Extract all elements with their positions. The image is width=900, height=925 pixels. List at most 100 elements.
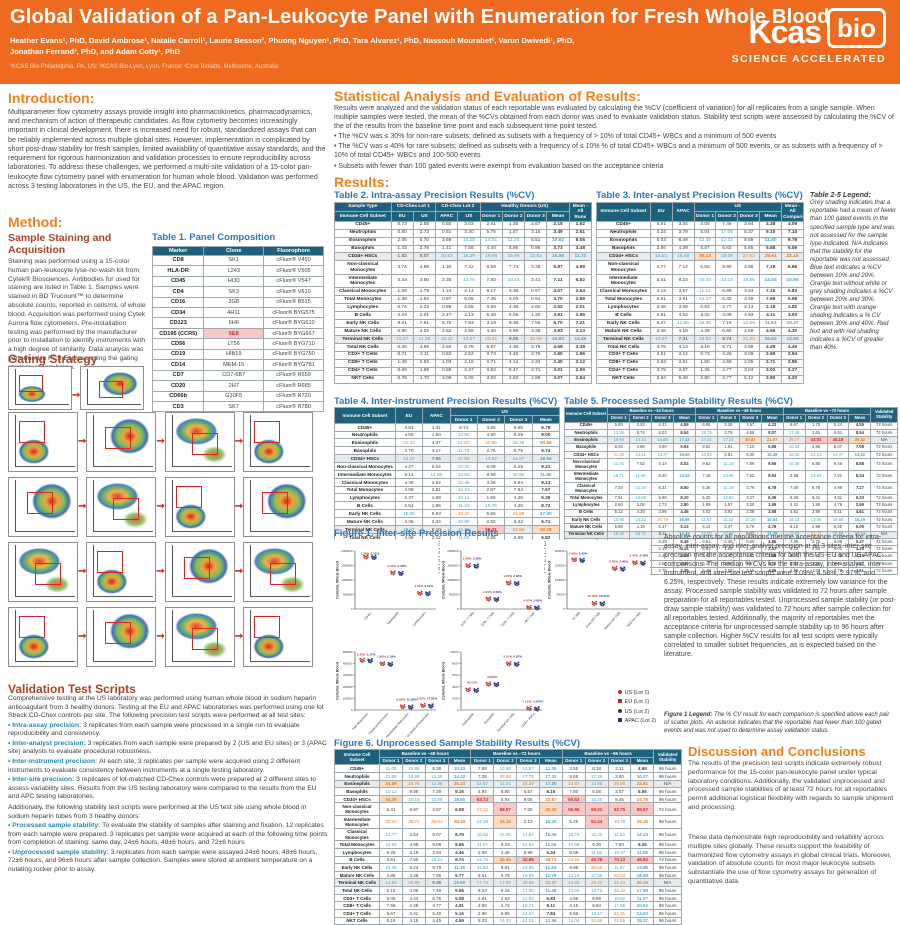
figure1-panel-4: 0 100000 200000 300000 400000 500000 Cells/mL … (334, 641, 440, 740)
value-cell: 5.09 (457, 374, 481, 384)
value-cell: 0.71 (390, 350, 414, 360)
density-blob (95, 417, 152, 465)
subset-cell: CD45 (151, 275, 205, 288)
table-row: Intermediate Monocytes 18.71 11.66 8.40 12.9… (563, 470, 898, 484)
value-cell: 3.93 (546, 326, 570, 336)
plot-axes (250, 610, 311, 662)
gating-plot (243, 607, 314, 667)
value-cell: 1.57 (501, 228, 526, 238)
subset-cell: Eosinophils (334, 438, 396, 448)
value-cell: 5.08 (476, 462, 506, 471)
page-title: Global Validation of a Pan-Leukocyte Pan… (10, 6, 830, 28)
gating-plot (86, 607, 157, 667)
value-cell: 4.95 (630, 764, 655, 773)
table-row: CD45+ 3.83 1.31 9.74 3.65 6.95 6.78 (334, 422, 561, 432)
svg-text:Basophils: Basophils (483, 712, 495, 725)
value-cell: 13.27 (693, 295, 717, 304)
value-cell: 6.15 (539, 787, 563, 796)
column-header: Immune Cell Subset (563, 407, 609, 423)
table-row: Basophils 8.06 4.86 4.90 5.94 8.62 1.91 7.10 5.8… (563, 443, 898, 452)
value-cell: 8.17 (479, 287, 503, 297)
value-cell: 4.58 (715, 358, 739, 368)
svg-text:Cells/mL Whole Blood: Cells/mL Whole Blood (442, 561, 446, 599)
value-cell: 17.20 (531, 509, 561, 519)
gate-region (97, 551, 124, 574)
column-header: Donor 2 (629, 414, 653, 423)
subset-cell: Non-classical Monocytes (334, 462, 396, 471)
value-cell: 9.46 (826, 458, 850, 472)
value-cell: 21.37 (539, 878, 563, 888)
value-cell: 28.19 (447, 815, 472, 829)
value-cell: 5.94 (673, 443, 696, 452)
value-cell: 22.10 (781, 252, 804, 262)
value-cell: cFluor® V505 (263, 265, 324, 277)
value-cell: 7.06 (782, 482, 806, 496)
svg-text:2000000: 2000000 (341, 549, 353, 553)
value-cell: 15.20 (584, 794, 609, 804)
method-heading: Method: (8, 214, 63, 230)
value-cell: 2.47 (716, 523, 740, 532)
value-cell: 9.23 (671, 273, 695, 289)
table6-title: Figure 6. Unprocessed Sample Stability R… (334, 738, 581, 749)
value-cell: 14.46 (568, 334, 593, 344)
value-cell: 13.86 (607, 428, 631, 438)
value-cell: 17.36 (584, 771, 609, 781)
value-cell: 11.53 (539, 863, 563, 872)
value-cell: 96 hours (653, 863, 682, 872)
value-cell: 30.30 (539, 802, 563, 817)
stats-bullet-list: • The %CV was ≤ 30% for non-rare subsets… (334, 132, 896, 170)
value-cell: 3.98 (782, 470, 806, 484)
plot-axes (93, 545, 154, 597)
figure1-panel-5: 0 2000 4000 6000 8000 10000 Cells/mL Whole Blo… (440, 641, 546, 739)
table1-panel-composition: Marker Clone Fluorophore CD8 SK1 cFluor® V450… (151, 246, 324, 413)
value-cell: 15.00 (449, 469, 478, 479)
value-cell: 11.23 (501, 236, 526, 246)
value-cell: 11.48 (539, 886, 563, 895)
value-cell: 3.20 (738, 501, 762, 510)
value-cell: 2.87 (476, 485, 506, 495)
value-cell: 7.46 (715, 220, 739, 230)
subset-cell: CD19 (151, 348, 205, 361)
value-cell: 4.38 (501, 342, 526, 352)
value-cell: 72 hours (870, 508, 898, 517)
svg-text:100000: 100000 (555, 578, 565, 582)
gating-row: ➞ ➞ ➞ (8, 477, 326, 537)
value-cell: 3.75 (649, 366, 673, 376)
value-cell: 14.42 (447, 771, 472, 781)
value-cell: cFluor® R685 (263, 380, 324, 392)
svg-text:500000: 500000 (343, 593, 353, 597)
value-cell: 10.14 (449, 493, 478, 503)
value-cell: 34.45 (379, 794, 403, 804)
subset-cell: CD4 (151, 286, 205, 298)
subset-cell: Basophils (333, 787, 381, 796)
table-row: Basophils 3.70 4.17 11.70 2.76 5.75 6.74 (334, 446, 561, 456)
value-cell: 5.80 (607, 421, 631, 430)
value-cell: 14.41 (629, 450, 653, 460)
table-row: CD45+ 5.80 3.53 4.31 4.55 6.86 2.26 3.57 4.23 6.6… (563, 421, 898, 430)
value-cell: 1.03 (435, 358, 459, 368)
value-cell: 39.32 (848, 436, 872, 445)
value-cell: 9.79 (424, 863, 449, 872)
plot-axes (15, 480, 75, 532)
value-cell: 12.77 (379, 827, 403, 842)
column-header: Sample Type (334, 201, 392, 213)
table-row: CD3+ T Cells 6.05 3.43 5.75 5.08 2.81 4.83 12.8… (333, 893, 682, 903)
gating-arrow-icon: ➞ (78, 501, 87, 512)
value-cell: 10.89 (424, 794, 449, 804)
subset-cell: CD195 (CCR5) (151, 327, 205, 340)
table-row: Eosinophils 34.89 28.76 12.35 25.33 12.57 11.0… (333, 779, 682, 789)
value-cell: 20.47 (449, 509, 478, 519)
subset-cell: Neutrophils (563, 428, 609, 438)
value-cell: 0.73 (693, 350, 717, 360)
value-cell: 14.75 (457, 273, 481, 289)
value-cell: 6.70 (546, 318, 570, 328)
value-cell: 6.08 (584, 787, 609, 796)
value-cell: 11.39 (412, 334, 437, 344)
value-cell: 16.95 (673, 515, 696, 525)
value-cell: 3.35 (394, 517, 424, 526)
svg-text:Total Monocytes: Total Monocytes (351, 712, 369, 732)
column-header: EU (394, 407, 424, 424)
svg-text:2.04%2.30%: 2.04%2.30% (387, 564, 406, 568)
column-header: Mean (531, 414, 561, 424)
value-cell: 2.71 (759, 358, 783, 368)
